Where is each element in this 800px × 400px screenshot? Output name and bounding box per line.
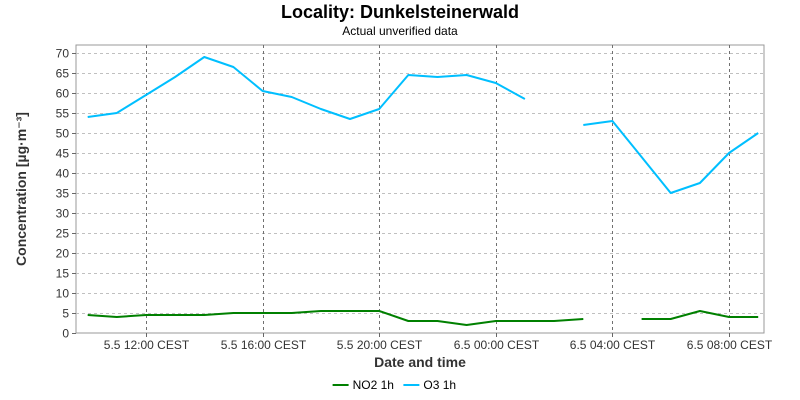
y-tick-label: 40 [56,167,70,181]
legend-item: NO2 1h [332,378,394,392]
legend-label: O3 1h [423,378,456,392]
chart-title: Locality: Dunkelsteinerwald [281,2,519,22]
grid-lines [76,45,764,333]
series-line-segment [87,56,526,120]
y-tick-label: 35 [56,187,70,201]
y-tick-label: 50 [56,127,70,141]
series-lines [87,56,759,326]
legend-item: O3 1h [403,378,456,392]
y-tick-label: 70 [56,47,70,61]
chart-subtitle: Actual unverified data [342,24,458,38]
series-o3-1h [87,56,759,194]
y-tick-label: 25 [56,227,70,241]
y-tick-label: 60 [56,87,70,101]
x-tick-label: 6.5 04:00 CEST [570,338,656,352]
legend: NO2 1h O3 1h [332,378,456,392]
y-tick-label: 15 [56,267,70,281]
y-tick-label: 65 [56,67,70,81]
y-tick-label: 55 [56,107,70,121]
legend-label: NO2 1h [353,378,394,392]
series-no2-1h [87,310,759,326]
series-line-segment [641,310,759,320]
y-axis-label: Concentration [µg·m⁻³] [13,112,29,266]
series-line-segment [583,120,759,194]
axes: 0 5 10 15 20 25 30 35 40 45 50 55 60 65 70 5.5 12:00 CE… [56,47,773,353]
x-tick-label: 6.5 00:00 CEST [454,338,540,352]
y-tick-label: 30 [56,207,70,221]
y-tick-label: 5 [62,307,69,321]
x-tick-label: 5.5 20:00 CEST [337,338,423,352]
y-tick-label: 20 [56,247,70,261]
y-tick-label: 0 [62,327,69,341]
x-tick-label: 5.5 16:00 CEST [221,338,307,352]
y-tick-label: 10 [56,287,70,301]
x-axis-label: Date and time [374,354,466,370]
y-tick-label: 45 [56,147,70,161]
series-line-segment [87,310,584,326]
x-tick-label: 6.5 08:00 CEST [687,338,773,352]
plot-area [75,44,765,334]
x-tick-label: 5.5 12:00 CEST [104,338,190,352]
